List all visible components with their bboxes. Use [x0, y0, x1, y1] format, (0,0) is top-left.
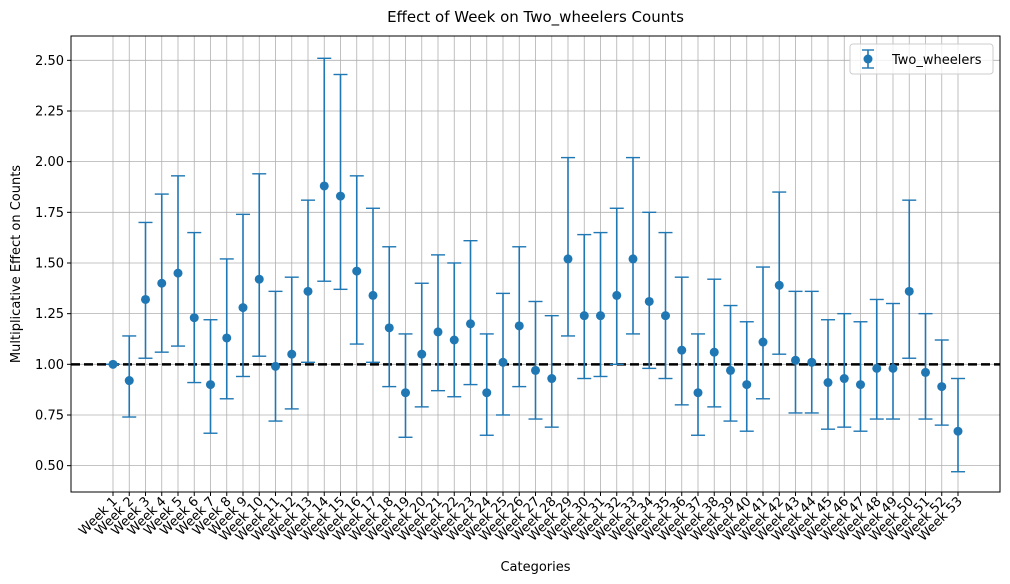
data-point [644, 296, 654, 306]
data-point [449, 335, 459, 345]
data-point [157, 278, 167, 288]
y-tick-label: 0.50 [35, 459, 64, 474]
data-point [856, 380, 865, 390]
y-axis-label: Multiplicative Effect on Counts [9, 165, 24, 363]
data-point [807, 357, 817, 367]
chart-title: Effect of Week on Two_wheelers Counts [387, 8, 684, 27]
data-point [189, 313, 199, 323]
data-point [401, 388, 410, 398]
data-point [579, 311, 589, 321]
data-point [206, 380, 215, 390]
data-point [514, 321, 524, 331]
legend-point [863, 54, 873, 64]
data-point [612, 290, 622, 300]
data-point [287, 349, 297, 359]
data-point [921, 367, 930, 377]
data-point [466, 319, 475, 329]
data-point [271, 361, 280, 371]
data-point [872, 363, 882, 373]
data-point [482, 388, 492, 398]
y-tick-label: 1.75 [35, 206, 64, 221]
data-point [677, 345, 687, 355]
y-tick-label: 2.00 [35, 155, 64, 170]
data-point [352, 266, 362, 276]
data-point [319, 181, 329, 191]
y-tick-label: 1.00 [35, 358, 64, 373]
data-point [384, 323, 394, 333]
legend-marker [862, 49, 874, 69]
data-point [222, 333, 232, 343]
y-tick-label: 0.75 [35, 408, 64, 423]
data-point [141, 294, 150, 304]
data-point [173, 268, 183, 278]
x-axis-label: Categories [500, 560, 570, 575]
data-point [368, 290, 378, 300]
data-point [417, 349, 427, 359]
data-point [336, 191, 345, 201]
data-point [498, 357, 508, 367]
series-two-wheelers [106, 57, 965, 473]
data-point [888, 363, 898, 373]
data-point [904, 286, 914, 296]
data-point [238, 303, 248, 313]
data-point [742, 380, 752, 390]
data-point [628, 254, 638, 264]
data-point [693, 388, 703, 398]
y-tick-label: 1.25 [35, 307, 64, 322]
data-point [758, 337, 768, 347]
legend: Two_wheelers [849, 43, 994, 75]
data-point [563, 254, 573, 264]
data-point [953, 426, 963, 436]
data-point [774, 280, 784, 290]
data-point [108, 359, 118, 369]
data-point [823, 378, 833, 388]
data-point [726, 365, 735, 375]
data-point [303, 286, 313, 296]
data-point [547, 374, 557, 384]
y-tick-label: 2.25 [35, 104, 64, 119]
data-point [937, 382, 947, 392]
data-point [596, 311, 605, 321]
y-tick-label: 1.50 [35, 256, 64, 271]
y-axis: 0.50 0.75 1.00 1.25 1.50 1.75 2.00 2.25 2.50 [35, 54, 71, 474]
data-point [839, 374, 849, 384]
data-point [254, 274, 264, 284]
legend-box [849, 43, 994, 75]
data-point [531, 365, 540, 375]
data-point [433, 327, 443, 337]
legend-label: Two_wheelers [891, 53, 982, 68]
data-point [124, 376, 134, 386]
y-tick-label: 2.50 [35, 54, 64, 69]
data-point [709, 347, 719, 357]
data-point [791, 355, 800, 365]
data-point [661, 311, 670, 321]
